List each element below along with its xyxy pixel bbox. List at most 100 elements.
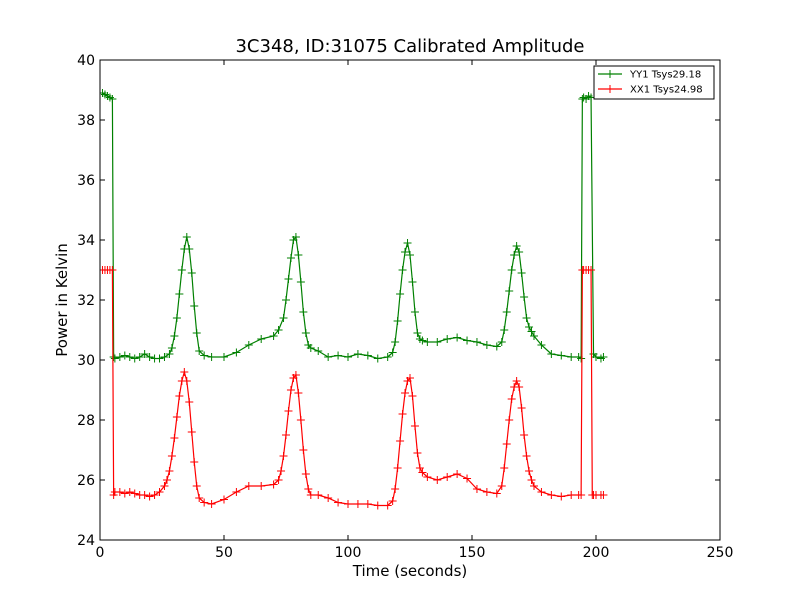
- data-point: [512, 377, 521, 385]
- data-point: [187, 269, 196, 277]
- data-point: [527, 327, 536, 336]
- data-point: [301, 329, 310, 337]
- data-point: [172, 413, 181, 421]
- data-point: [182, 233, 191, 241]
- data-point: [344, 353, 352, 361]
- data-point: [244, 341, 253, 349]
- data-point: [220, 353, 228, 361]
- data-point: [282, 431, 290, 439]
- data-point: [324, 494, 333, 502]
- y-tick-label: 26: [77, 473, 95, 489]
- data-point: [324, 353, 333, 361]
- data-point: [410, 422, 419, 430]
- data-point: [525, 467, 534, 475]
- data-point: [393, 464, 402, 472]
- data-point: [200, 351, 209, 360]
- data-point: [125, 488, 134, 496]
- data-point: [433, 476, 442, 484]
- data-point: [220, 495, 228, 504]
- y-tick-label: 36: [77, 173, 95, 189]
- data-point: [140, 350, 149, 358]
- data-point: [167, 452, 176, 460]
- legend: YY1 Tsys29.18 XX1 Tsys24.98: [593, 65, 715, 100]
- y-tick-label: 40: [77, 53, 95, 69]
- data-point: [537, 488, 546, 496]
- data-point: [207, 500, 216, 508]
- legend-label-yy1: YY1 Tsys29.18: [629, 70, 701, 81]
- data-point: [282, 296, 290, 304]
- data-point: [510, 251, 519, 259]
- data-point: [279, 452, 288, 460]
- data-point: [398, 410, 407, 418]
- data-point: [334, 351, 343, 360]
- data-point: [294, 389, 303, 397]
- data-point: [497, 482, 506, 490]
- data-point: [130, 354, 139, 363]
- data-point: [413, 449, 422, 457]
- data-point: [396, 290, 405, 298]
- data-point: [314, 491, 323, 499]
- data-point: [410, 308, 419, 316]
- x-tick-label: 150: [459, 545, 486, 561]
- data-point: [279, 314, 288, 322]
- data-point: [177, 266, 186, 274]
- data-point: [190, 302, 199, 310]
- y-tick-label: 30: [77, 353, 95, 369]
- data-point: [294, 251, 303, 259]
- data-point: [567, 491, 576, 499]
- data-point: [200, 498, 209, 507]
- y-tick-label: 34: [77, 233, 95, 249]
- data-point: [463, 474, 472, 483]
- data-point: [180, 368, 189, 376]
- data-point: [517, 404, 526, 412]
- data-point: [388, 497, 397, 505]
- data-point: [187, 428, 196, 436]
- data-point: [296, 416, 305, 424]
- data-point: [592, 353, 600, 361]
- data-point: [314, 347, 323, 355]
- series-XX1 Tsys24.98: [100, 266, 608, 510]
- data-point: [415, 464, 424, 472]
- data-point: [522, 314, 531, 322]
- series-YY1 Tsys29.18: [100, 89, 608, 363]
- data-point: [296, 278, 305, 286]
- data-point: [150, 491, 159, 499]
- x-tick-label: 250: [707, 545, 734, 561]
- data-point: [175, 290, 184, 298]
- data-point: [453, 333, 462, 342]
- data-point: [185, 245, 194, 253]
- data-point: [418, 336, 427, 345]
- data-point: [274, 476, 283, 484]
- data-point: [353, 500, 362, 508]
- data-point: [232, 488, 241, 496]
- data-point: [502, 308, 511, 316]
- data-point: [244, 482, 253, 490]
- data-point: [108, 95, 117, 103]
- data-point: [363, 351, 372, 360]
- data-point: [577, 354, 586, 363]
- data-point: [175, 392, 184, 400]
- y-tick-label: 38: [77, 113, 95, 129]
- data-point: [537, 341, 546, 349]
- data-point: [472, 485, 481, 493]
- data-point: [120, 351, 129, 360]
- data-point: [396, 437, 405, 445]
- data-point: [413, 329, 422, 337]
- data-point: [547, 350, 556, 358]
- data-point: [567, 353, 576, 361]
- x-tick-label: 0: [96, 545, 105, 561]
- data-point: [301, 470, 310, 478]
- data-point: [388, 348, 397, 357]
- data-point: [443, 473, 452, 481]
- data-point: [167, 344, 176, 352]
- data-point: [515, 383, 524, 391]
- data-point: [172, 314, 181, 322]
- data-point: [577, 491, 586, 499]
- data-point: [162, 476, 171, 484]
- data-point: [472, 338, 481, 346]
- data-point: [433, 338, 442, 346]
- data-point: [500, 326, 509, 334]
- data-point: [391, 338, 400, 346]
- data-point: [185, 398, 194, 406]
